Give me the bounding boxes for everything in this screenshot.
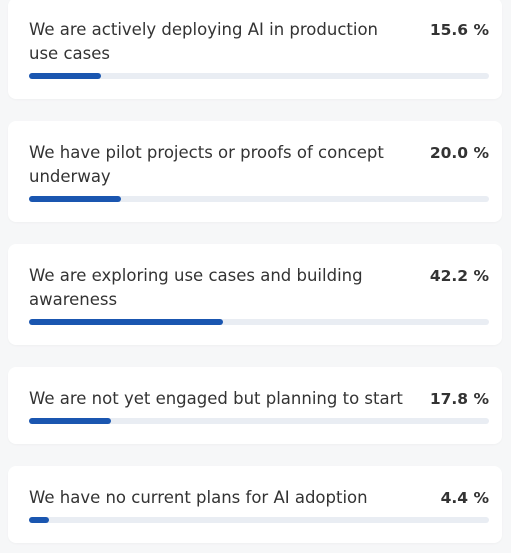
- bar: [29, 319, 224, 325]
- bar-track: [29, 517, 489, 523]
- result-card: We are actively deploying AI in producti…: [8, 0, 502, 99]
- option-label: We are not yet engaged but planning to s…: [29, 389, 403, 408]
- bar: [29, 73, 101, 79]
- bar-track: [29, 73, 489, 79]
- option-label: We have pilot projects or proofs of conc…: [29, 143, 384, 186]
- result-row: We are exploring use cases and building …: [29, 264, 489, 312]
- option-label: We have no current plans for AI adoption: [29, 488, 368, 507]
- result-row: We have no current plans for AI adoption…: [29, 486, 489, 510]
- result-card: We have no current plans for AI adoption…: [8, 466, 502, 543]
- bar: [29, 517, 50, 523]
- result-card: We have pilot projects or proofs of conc…: [8, 121, 502, 222]
- percent-label: 42.2 %: [429, 267, 489, 285]
- bar-track: [29, 418, 489, 424]
- option-label: We are actively deploying AI in producti…: [29, 20, 379, 63]
- result-card: We are exploring use cases and building …: [8, 244, 502, 345]
- result-row: We are not yet engaged but planning to s…: [29, 387, 489, 411]
- bar: [29, 196, 121, 202]
- percent-label: 15.6 %: [429, 21, 489, 39]
- result-row: We have pilot projects or proofs of conc…: [29, 141, 489, 189]
- percent-label: 20.0 %: [429, 144, 489, 162]
- bar: [29, 418, 111, 424]
- result-row: We are actively deploying AI in producti…: [29, 18, 489, 66]
- bar-track: [29, 196, 489, 202]
- bar-track: [29, 319, 489, 325]
- result-card: We are not yet engaged but planning to s…: [8, 367, 502, 444]
- percent-label: 17.8 %: [429, 390, 489, 408]
- option-label: We are exploring use cases and building …: [29, 266, 363, 309]
- percent-label: 4.4 %: [440, 489, 489, 507]
